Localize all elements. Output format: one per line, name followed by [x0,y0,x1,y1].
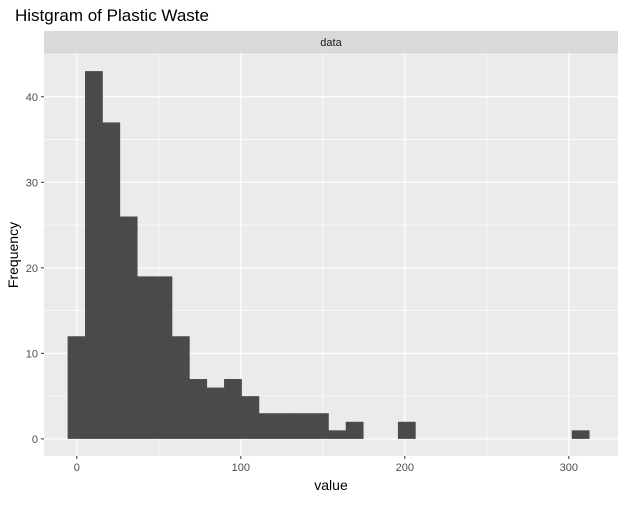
y-tick-label: 20 [26,263,38,275]
histogram-bar [328,430,347,439]
histogram-bar [119,216,138,439]
facet-strip [44,31,618,54]
histogram-bars [67,71,590,439]
chart-title: Histgram of Plastic Waste [15,6,209,25]
x-tick-label: 0 [74,462,80,474]
y-tick-label: 10 [26,348,38,360]
histogram-bar [171,336,190,439]
x-tick-label: 200 [396,462,414,474]
histogram-bar [154,276,173,439]
histogram-bar [67,336,86,439]
x-tick-label: 300 [560,462,578,474]
x-axis-title: value [314,477,348,493]
histogram-bar [189,379,208,439]
y-tick-label: 30 [26,177,38,189]
histogram-bar [571,430,590,439]
histogram-bar [345,421,364,439]
y-axis-title: Frequency [5,222,21,288]
histogram-bar [310,413,329,439]
histogram-bar [206,387,225,439]
x-tick-label: 100 [232,462,250,474]
histogram-bar [102,122,121,439]
y-tick-label: 0 [32,434,38,446]
histogram-bar [276,413,295,439]
histogram-bar [258,413,277,439]
histogram-bar [241,396,260,439]
histogram-bar [85,71,103,439]
x-axis: 0 100 200 300 [74,456,578,474]
y-axis: 0 10 20 30 40 [26,92,44,446]
histogram-bar [224,379,242,439]
histogram-bar [293,413,312,439]
histogram-bar [137,276,155,439]
histogram-bar [397,421,416,439]
y-tick-label: 40 [26,92,38,104]
facet-strip-label: data [320,37,342,49]
